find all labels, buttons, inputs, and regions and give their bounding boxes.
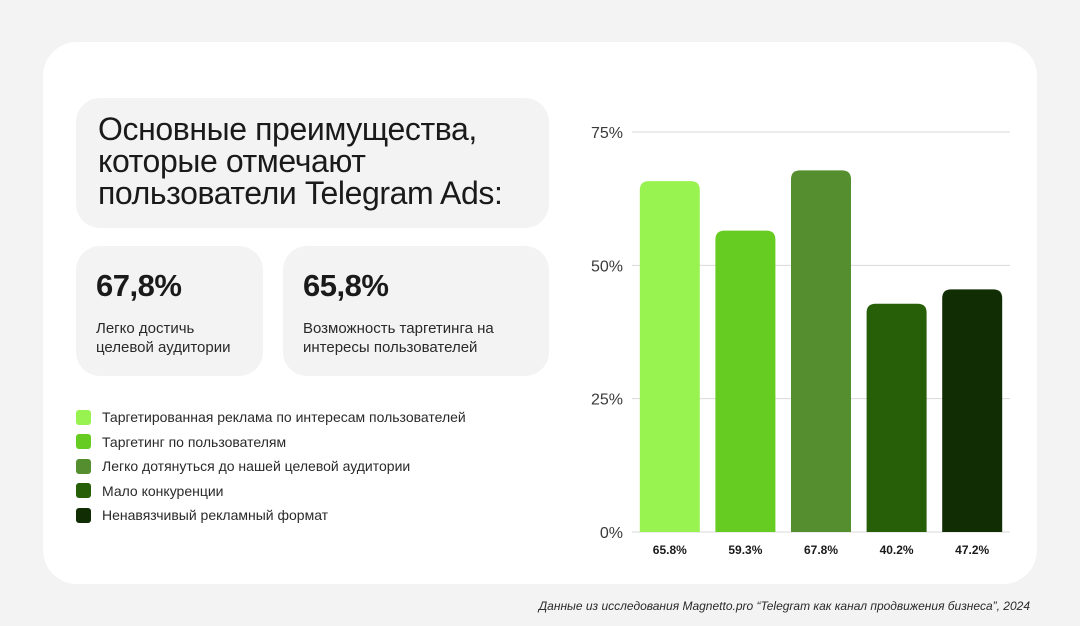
legend-swatch xyxy=(76,409,91,425)
legend-swatch xyxy=(76,458,91,474)
bar xyxy=(791,170,851,532)
stat-label: Возможность таргетинга на интересы польз… xyxy=(303,320,494,356)
legend-swatch xyxy=(76,507,91,523)
legend-label: Ненавязчивый рекламный формат xyxy=(102,507,329,524)
chart-legend: Таргетированная реклама по интересам пол… xyxy=(76,405,546,528)
source-note: Данные из исследования Magnetto.pro “Tel… xyxy=(538,599,1030,613)
legend-swatch xyxy=(76,483,91,499)
legend-label: Таргетированная реклама по интересам пол… xyxy=(102,409,466,426)
bar xyxy=(866,303,927,532)
stat-value: 65,8% xyxy=(303,268,389,303)
title-box: Основные преимущества, которые отмечают … xyxy=(76,98,549,228)
y-tick-label: 75% xyxy=(591,125,623,142)
bar-label: 65.8% xyxy=(653,543,687,557)
y-tick-label: 25% xyxy=(591,392,623,409)
legend-label: Легко дотянуться до нашей целевой аудито… xyxy=(102,458,411,475)
legend-item: Таргетинг по пользователям xyxy=(76,430,546,455)
legend-item: Таргетированная реклама по интересам пол… xyxy=(76,405,546,430)
legend-item: Легко дотянуться до нашей целевой аудито… xyxy=(76,454,546,479)
stat-card-reach: 67,8% Легко достичь целевой аудитории xyxy=(76,246,263,376)
page-title: Основные преимущества, которые отмечают … xyxy=(98,111,503,211)
legend-item: Ненавязчивый рекламный формат xyxy=(76,503,546,528)
legend-label: Таргетинг по пользователям xyxy=(102,433,287,450)
bar xyxy=(639,181,700,533)
bar-label: 67.8% xyxy=(804,543,838,557)
bar xyxy=(715,230,776,532)
bar-label: 40.2% xyxy=(880,543,914,557)
legend-label: Мало конкуренции xyxy=(102,482,224,499)
bar-label: 47.2% xyxy=(955,543,989,557)
bar-chart: 0% 25% 50% 75% 65.8% 59.3% 67.8% 40.2% 47.2% xyxy=(591,125,1010,557)
legend-swatch xyxy=(76,434,91,450)
stat-value: 67,8% xyxy=(96,268,182,303)
y-tick-label: 0% xyxy=(600,525,623,542)
stat-label: Легко достичь целевой аудитории xyxy=(96,320,231,356)
y-tick-label: 50% xyxy=(591,258,623,275)
bar-label: 59.3% xyxy=(728,543,762,557)
bar xyxy=(942,289,1003,532)
legend-item: Мало конкуренции xyxy=(76,479,546,504)
stat-card-targeting: 65,8% Возможность таргетинга на интересы… xyxy=(283,246,549,376)
